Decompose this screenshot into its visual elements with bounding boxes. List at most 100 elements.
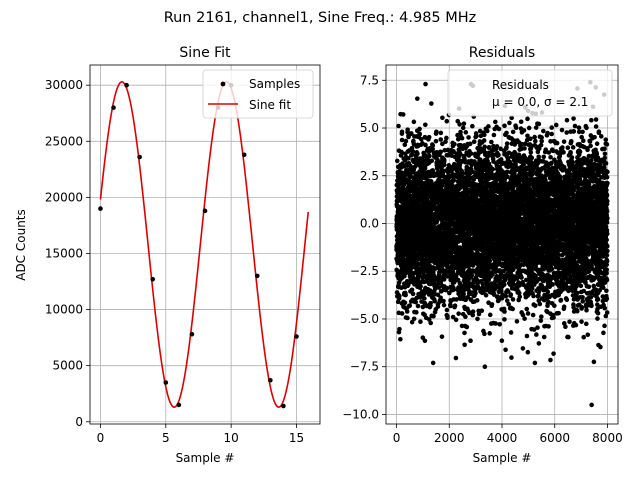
sine-fit-xlabel: Sample # — [176, 451, 235, 465]
legend-samples-label: Samples — [249, 77, 300, 91]
residual-point — [518, 119, 524, 125]
residual-point — [482, 132, 487, 138]
residual-point — [502, 123, 507, 129]
residual-point — [510, 129, 516, 135]
xtick-label: 5 — [162, 431, 170, 445]
residual-point — [509, 355, 514, 360]
residual-point — [504, 130, 509, 136]
residual-point — [508, 292, 514, 297]
residual-point — [406, 282, 411, 288]
sample-point — [176, 402, 182, 408]
ytick-label: 20000 — [45, 190, 83, 204]
residual-point — [504, 141, 510, 146]
xtick-label: 0 — [97, 431, 105, 445]
residual-point — [406, 188, 411, 193]
residual-point — [413, 299, 419, 305]
residual-point — [441, 158, 447, 164]
residual-point — [510, 297, 516, 302]
residual-point — [399, 137, 405, 143]
residual-point — [415, 151, 420, 157]
sample-point — [124, 82, 129, 88]
residual-point — [441, 298, 446, 304]
residual-point — [493, 119, 498, 125]
residual-point — [397, 293, 402, 299]
residual-point — [521, 128, 527, 133]
residuals-title: Residuals — [469, 45, 535, 61]
residual-point — [418, 319, 423, 325]
residual-point — [415, 303, 421, 309]
ytick-label: 25000 — [45, 134, 83, 148]
residual-point — [428, 300, 433, 306]
residual-point — [522, 146, 527, 151]
residual-point — [496, 152, 501, 158]
residual-point — [452, 141, 457, 147]
sine-fit-frame — [89, 64, 321, 425]
legend-sine-fit-label: Sine fit — [249, 98, 291, 112]
figure-suptitle: Run 2161, channel1, Sine Freq.: 4.985 MH… — [164, 10, 477, 26]
xtick-label: 10 — [223, 431, 238, 445]
residual-point — [399, 149, 404, 155]
residual-point — [453, 355, 459, 361]
residual-point — [486, 124, 491, 129]
residual-point — [430, 360, 436, 366]
sample-point — [98, 206, 103, 211]
ytick-label: 15000 — [45, 246, 83, 260]
residual-point — [438, 130, 444, 136]
residual-point — [409, 131, 414, 136]
ytick-label: 30000 — [45, 78, 83, 92]
residual-point — [462, 330, 467, 336]
residual-point — [490, 166, 496, 172]
residual-point — [453, 317, 459, 323]
residual-point — [428, 281, 433, 287]
residual-point — [402, 142, 408, 148]
residual-point — [502, 317, 507, 322]
residual-point — [422, 166, 428, 171]
sample-point — [137, 154, 142, 160]
residual-point — [438, 137, 444, 142]
residual-point — [440, 115, 445, 121]
residuals-axes: Residuals 0 2000 4000 6000 8000−10.0−7.5−5.0… — [342, 45, 623, 465]
residual-point — [429, 158, 435, 164]
residual-point — [468, 338, 473, 344]
sample-point — [150, 276, 156, 282]
residual-point — [482, 331, 487, 337]
residual-point — [489, 302, 495, 307]
residual-point — [517, 294, 523, 300]
sample-point — [189, 331, 195, 337]
sample-point — [281, 403, 286, 409]
residual-point — [483, 293, 489, 298]
residual-point — [404, 309, 410, 314]
residual-point — [482, 144, 487, 150]
residual-point — [522, 316, 527, 321]
residual-point — [405, 127, 410, 132]
residual-point — [497, 321, 502, 327]
residual-point — [409, 145, 415, 151]
residual-point — [473, 290, 478, 296]
sine-fit-title: Sine Fit — [179, 45, 231, 61]
residual-point — [445, 315, 450, 321]
sine-fit-legend: Samples Sine fit — [202, 69, 314, 119]
residual-point — [423, 122, 428, 128]
residual-point — [460, 125, 466, 131]
residual-point — [498, 157, 504, 162]
residual-point — [405, 315, 410, 321]
sine-fit-grid — [90, 65, 320, 424]
residual-point — [399, 129, 405, 135]
residual-point — [468, 290, 473, 295]
residual-point — [443, 139, 448, 145]
residual-point — [466, 135, 471, 140]
residual-point — [395, 299, 401, 305]
residuals-points-layer — [394, 79, 610, 408]
residual-point — [491, 132, 497, 138]
residual-point — [444, 307, 450, 313]
residual-point — [430, 143, 436, 148]
residual-point — [431, 313, 436, 319]
residual-point — [409, 287, 415, 293]
residual-point — [486, 144, 492, 150]
residual-point — [514, 319, 520, 324]
legend-samples-marker — [220, 81, 226, 87]
sine-fit-samples-layer — [98, 82, 299, 409]
residual-point — [502, 309, 507, 314]
sine-fit-axes: Sine Fit 0 5 10 150500010000150002000025000… — [14, 45, 321, 465]
residual-point — [444, 118, 450, 124]
